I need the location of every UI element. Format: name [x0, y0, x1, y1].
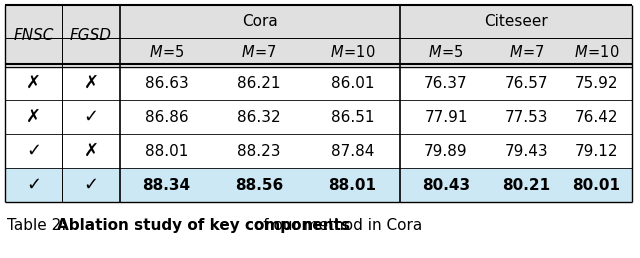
Text: 86.21: 86.21: [237, 76, 281, 91]
Text: ✓: ✓: [26, 142, 41, 160]
Text: $M\!=\!10$: $M\!=\!10$: [573, 44, 620, 60]
Bar: [5, 5, 632, 38]
Text: 88.23: 88.23: [237, 143, 281, 158]
Text: ✓: ✓: [26, 176, 41, 194]
Text: 86.63: 86.63: [145, 76, 188, 91]
Bar: [5, 38, 632, 66]
Text: ✗: ✗: [26, 74, 41, 92]
Text: 80.01: 80.01: [573, 178, 621, 192]
Text: ✗: ✗: [83, 74, 99, 92]
Text: FNSC: FNSC: [13, 28, 54, 43]
Text: 88.01: 88.01: [328, 178, 376, 192]
Text: 80.21: 80.21: [502, 178, 550, 192]
Text: ✗: ✗: [83, 142, 99, 160]
Text: Ablation study of key components: Ablation study of key components: [57, 218, 350, 233]
Text: 80.43: 80.43: [422, 178, 470, 192]
Text: 76.37: 76.37: [424, 76, 468, 91]
Text: 77.91: 77.91: [424, 109, 468, 125]
Text: $M\!=\!5$: $M\!=\!5$: [428, 44, 464, 60]
Text: 86.32: 86.32: [237, 109, 281, 125]
Text: $M\!=\!5$: $M\!=\!5$: [148, 44, 184, 60]
Text: FGSD: FGSD: [70, 28, 112, 43]
Text: 76.42: 76.42: [575, 109, 618, 125]
Text: 79.89: 79.89: [424, 143, 468, 158]
Text: 79.43: 79.43: [505, 143, 548, 158]
Text: 86.01: 86.01: [331, 76, 374, 91]
Text: 88.56: 88.56: [235, 178, 283, 192]
Text: $M\!=\!10$: $M\!=\!10$: [330, 44, 375, 60]
Text: ✓: ✓: [83, 176, 99, 194]
Text: ✓: ✓: [83, 108, 99, 126]
Text: 79.12: 79.12: [575, 143, 618, 158]
Text: 86.51: 86.51: [331, 109, 374, 125]
Text: Cora: Cora: [242, 14, 278, 29]
Text: of our method in Cora: of our method in Cora: [249, 218, 422, 233]
Text: 86.86: 86.86: [145, 109, 188, 125]
Bar: [5, 168, 632, 202]
Text: $M\!=\!7$: $M\!=\!7$: [509, 44, 545, 60]
Text: 87.84: 87.84: [331, 143, 374, 158]
Text: 75.92: 75.92: [575, 76, 618, 91]
Text: 76.57: 76.57: [505, 76, 548, 91]
Text: Citeseer: Citeseer: [484, 14, 548, 29]
Text: 88.34: 88.34: [143, 178, 191, 192]
Text: 77.53: 77.53: [505, 109, 548, 125]
Text: 88.01: 88.01: [145, 143, 188, 158]
Text: $M\!=\!7$: $M\!=\!7$: [241, 44, 277, 60]
Text: Table 2:: Table 2:: [7, 218, 67, 233]
Text: ✗: ✗: [26, 108, 41, 126]
